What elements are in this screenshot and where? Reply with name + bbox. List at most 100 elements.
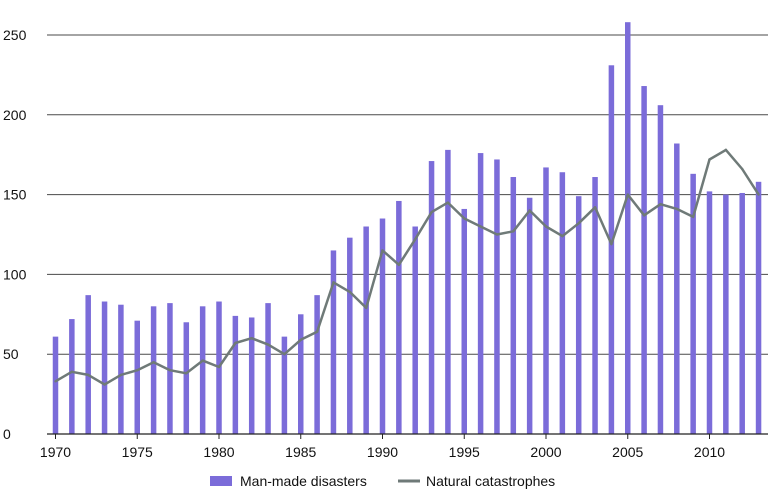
- bar: [477, 153, 484, 435]
- bar: [101, 301, 108, 434]
- x-tick-label: 1995: [449, 444, 480, 460]
- line-point: [414, 238, 417, 241]
- line-point: [757, 193, 760, 196]
- bar: [412, 226, 418, 434]
- series-line: [54, 148, 760, 386]
- line-natural-catastrophes: [54, 148, 760, 386]
- bar: [657, 105, 664, 434]
- bar: [248, 317, 255, 434]
- x-tick-label: 1970: [40, 444, 71, 460]
- line-point: [708, 158, 711, 161]
- x-tick-label: 2000: [530, 444, 561, 460]
- y-tick-label: 100: [3, 266, 27, 282]
- y-tick-label: 150: [3, 187, 27, 203]
- x-tick-label: 2010: [694, 444, 725, 460]
- line-point: [561, 234, 564, 238]
- x-tick-label: 1980: [203, 444, 234, 460]
- bar: [232, 315, 239, 434]
- line-point: [610, 242, 613, 246]
- bar: [281, 336, 288, 434]
- bar: [641, 86, 647, 435]
- y-tick-label: 250: [3, 27, 27, 43]
- bar: [706, 191, 713, 434]
- tick-labels: 0 50 100 150 200 250 1970 1975 1980 1985 1990 1995 2…: [3, 27, 725, 460]
- bar: [510, 177, 517, 434]
- line-point: [315, 330, 319, 334]
- bar: [314, 295, 320, 434]
- bar: [396, 200, 402, 434]
- line-point: [250, 337, 253, 340]
- bar: [85, 295, 91, 434]
- line-point: [136, 368, 139, 372]
- line-point: [299, 338, 302, 342]
- x-tick-label: 1975: [122, 444, 153, 460]
- line-point: [512, 230, 515, 233]
- line-point: [675, 207, 678, 211]
- legend: Man-made disasters Natural catastrophes: [210, 473, 555, 489]
- bars-man-made-disasters: [52, 22, 762, 435]
- bar: [739, 192, 745, 434]
- bar: [428, 161, 435, 435]
- line-point: [168, 368, 172, 372]
- x-tick-label: 1985: [285, 444, 316, 460]
- line-point: [495, 233, 499, 236]
- bar: [608, 65, 615, 435]
- line-point: [119, 373, 123, 377]
- line-point: [381, 249, 384, 252]
- line-point: [479, 225, 482, 228]
- bar: [674, 143, 680, 434]
- bar: [199, 306, 206, 434]
- bar: [265, 303, 271, 434]
- line-point: [691, 215, 695, 219]
- bar: [755, 181, 762, 434]
- line-point: [234, 341, 237, 345]
- bar: [559, 172, 566, 434]
- line-point: [201, 359, 204, 362]
- bar: [543, 167, 549, 434]
- gridlines: [47, 34, 768, 355]
- line-point: [626, 193, 629, 196]
- line-point: [593, 206, 597, 209]
- bar: [183, 322, 190, 434]
- line-point: [577, 222, 580, 225]
- bar: [625, 22, 631, 434]
- line-point: [217, 365, 221, 369]
- line-point: [332, 281, 335, 284]
- line-point: [152, 360, 155, 364]
- line-point: [446, 201, 450, 204]
- bar: [379, 218, 386, 434]
- bar: [330, 250, 337, 434]
- bar: [134, 320, 140, 434]
- line-point: [87, 373, 90, 377]
- line-point: [364, 306, 368, 310]
- bar: [363, 226, 369, 434]
- bar: [69, 319, 75, 434]
- y-tick-label: 50: [3, 346, 19, 362]
- bar: [52, 336, 59, 434]
- line-point: [283, 352, 286, 356]
- line-point: [397, 263, 401, 267]
- line-point: [659, 202, 662, 206]
- axes: [47, 433, 768, 439]
- bar: [118, 304, 124, 434]
- line-point: [430, 210, 433, 214]
- legend-label-natural-catastrophes: Natural catastrophes: [426, 473, 555, 489]
- x-tick-label: 2005: [612, 444, 643, 460]
- y-tick-label: 200: [3, 107, 27, 123]
- line-point: [741, 167, 744, 171]
- bar: [592, 177, 598, 434]
- line-point: [103, 383, 106, 386]
- bar: [723, 194, 729, 434]
- line-point: [544, 225, 548, 228]
- bar: [494, 159, 500, 434]
- bar: [445, 149, 451, 434]
- line-point: [724, 148, 728, 152]
- line-point: [70, 370, 74, 373]
- line-point: [528, 209, 531, 212]
- bar: [690, 173, 696, 435]
- bar: [347, 237, 353, 434]
- y-tick-label: 0: [3, 426, 11, 442]
- line-point: [185, 372, 188, 375]
- line-point: [266, 343, 270, 346]
